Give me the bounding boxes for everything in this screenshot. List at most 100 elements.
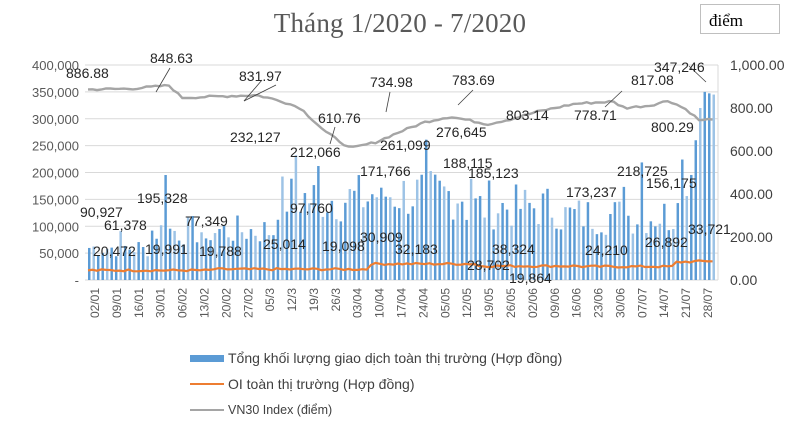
volume-bar [389, 197, 392, 280]
data-label: 218,725 [617, 163, 668, 179]
x-axis-tick: 12/05 [460, 288, 474, 318]
x-axis-tick: 07/07 [635, 288, 649, 318]
data-label: 77,349 [185, 213, 228, 229]
x-axis-tick: 09/06 [548, 288, 562, 318]
x-axis-tick: 23/06 [592, 288, 606, 318]
data-label: 276,645 [436, 124, 487, 140]
volume-bar [406, 213, 410, 280]
volume-bar [618, 201, 621, 280]
volume-bar [469, 178, 473, 280]
volume-bar [141, 247, 145, 280]
x-axis-tick: 09/01 [110, 288, 124, 318]
volume-bar [537, 224, 540, 280]
volume-bar [528, 202, 531, 280]
volume-bar [294, 155, 298, 280]
volume-bar [465, 219, 468, 280]
volume-bar [582, 226, 585, 280]
data-label: 33,721 [688, 221, 731, 237]
data-label: 38,324 [492, 241, 535, 257]
volume-bar [604, 234, 608, 280]
left-axis-tick: - [75, 273, 79, 288]
legend-swatch-vn30 [190, 409, 224, 411]
volume-bar [694, 140, 698, 280]
volume-bar [105, 248, 109, 280]
volume-bar [344, 202, 347, 280]
data-label: 610.76 [318, 110, 361, 126]
volume-bar [357, 175, 361, 280]
right-axis-tick: 600.00 [730, 143, 773, 159]
volume-bar [676, 203, 680, 280]
chart-plot: - 50,000 100,000 150,000 200,000 250,000 300,0… [32, 50, 785, 318]
volume-bar [442, 186, 446, 280]
volume-bar [411, 206, 414, 280]
volume-bar [568, 207, 572, 280]
right-axis-tick: 800.00 [730, 100, 773, 116]
left-axis-tick: 100,000 [32, 219, 79, 234]
volume-bar [348, 189, 352, 280]
volume-bar [290, 178, 293, 280]
legend: Tổng khối lượng giao dịch toàn thị trườn… [190, 345, 562, 423]
volume-bar [384, 196, 387, 280]
right-axis-tick: 1,000.00 [730, 57, 785, 73]
volume-bar [88, 247, 91, 280]
x-axis-tick: 27/02 [241, 288, 255, 318]
leader-line [457, 89, 474, 106]
right-axis-tick: 0.00 [730, 272, 757, 288]
x-axis-tick: 21/07 [679, 288, 693, 318]
volume-bar [492, 229, 495, 280]
x-axis-tick: 24/04 [416, 288, 430, 318]
data-label: 800.29 [651, 119, 694, 135]
x-axis-tick: 06/02 [176, 288, 190, 318]
volume-bar [92, 246, 95, 280]
x-axis-tick: 12/3 [285, 288, 299, 312]
volume-bar [402, 180, 405, 280]
volume-bar [393, 206, 396, 280]
volume-bar [191, 216, 194, 280]
volume-bar [627, 215, 630, 280]
data-label: 185,123 [468, 165, 519, 181]
volume-bar [564, 207, 567, 280]
legend-item-oi: OI toàn thị trường (Hợp đồng) [190, 371, 562, 397]
vn30-line [87, 83, 713, 148]
volume-bar [150, 230, 154, 280]
volume-bar [114, 256, 118, 280]
data-label: 156,175 [646, 175, 697, 191]
volume-bar [708, 93, 711, 280]
volume-bar [276, 219, 280, 280]
data-label: 19,788 [199, 243, 242, 259]
volume-bar [510, 225, 513, 280]
x-axis-tick: 05/3 [263, 288, 277, 312]
data-label: 347,246 [654, 59, 705, 75]
data-label: 803.14 [506, 107, 549, 123]
volume-bar [159, 225, 163, 280]
volume-bar [353, 190, 356, 280]
volume-bar [690, 174, 693, 280]
volume-bar [272, 235, 275, 280]
volume-bar [330, 200, 334, 280]
volume-bar [685, 196, 689, 280]
data-label: 188,115 [443, 155, 493, 171]
volume-bar [173, 230, 176, 280]
volume-bar [96, 255, 100, 280]
x-axis-tick: 13/02 [197, 288, 211, 318]
volume-bar [249, 229, 253, 280]
volume-bar [375, 197, 379, 280]
volume-bar [645, 233, 648, 280]
volume-bar [146, 256, 149, 280]
x-axis-tick: 10/04 [373, 288, 387, 318]
volume-bar [654, 226, 657, 280]
volume-bar [447, 191, 450, 280]
volume-bar [110, 247, 113, 280]
left-axis-tick: 250,000 [32, 139, 79, 154]
volume-bar [123, 245, 127, 280]
volume-bar [532, 208, 536, 280]
leader-line [243, 84, 277, 102]
data-label: 886.88 [66, 65, 109, 81]
volume-bar [218, 228, 221, 280]
volume-bar [312, 185, 316, 280]
data-label: 831.97 [239, 68, 282, 84]
data-label: 261,099 [380, 137, 431, 153]
left-axis-tick: 200,000 [32, 166, 79, 181]
data-label: 19,864 [509, 270, 552, 286]
volume-bar [132, 252, 136, 280]
